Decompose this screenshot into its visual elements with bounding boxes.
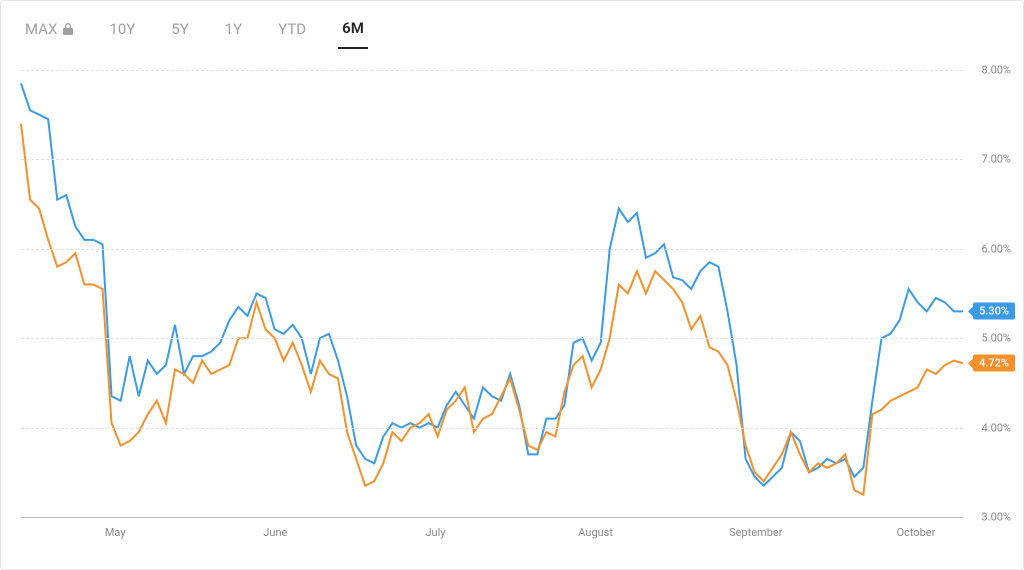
tab-label: 6M xyxy=(342,19,364,37)
y-axis-label: 4.00% xyxy=(981,421,1011,434)
y-axis-label: 7.00% xyxy=(981,153,1011,166)
gridline xyxy=(21,428,963,429)
y-axis-label: 6.00% xyxy=(981,242,1011,255)
series-end-badge-series-a: 5.30% xyxy=(973,303,1015,320)
range-tab-ytd[interactable]: YTD xyxy=(274,13,310,49)
y-axis-label: 8.00% xyxy=(981,64,1011,77)
series-line-series-a xyxy=(21,83,963,485)
series-line-series-b xyxy=(21,124,963,495)
tab-label: MAX xyxy=(25,20,57,38)
lock-icon xyxy=(63,23,73,35)
x-axis-label: October xyxy=(896,526,935,539)
tab-label: 1Y xyxy=(225,20,242,38)
tab-label: YTD xyxy=(278,20,306,38)
tab-label: 10Y xyxy=(109,20,135,38)
y-axis-label: 3.00% xyxy=(981,511,1011,524)
range-tabs: MAX 10Y 5Y 1Y YTD 6M xyxy=(1,1,1023,50)
x-axis-label: August xyxy=(578,526,613,539)
x-axis-label: September xyxy=(729,526,782,539)
range-tab-1y[interactable]: 1Y xyxy=(221,13,246,49)
x-axis-label: June xyxy=(263,526,287,539)
gridline xyxy=(21,70,963,71)
plot: 3.00%4.00%5.00%6.00%7.00%8.00%MayJuneJul… xyxy=(21,70,963,518)
y-axis-label: 5.00% xyxy=(981,332,1011,345)
chart-area: 3.00% 4.00% 5.00% 6.00% 7.00% 8.00% May June Jul… xyxy=(1,50,1023,568)
range-tab-5y[interactable]: 5Y xyxy=(167,13,192,49)
tab-label: 5Y xyxy=(171,20,188,38)
chart-container: MAX 10Y 5Y 1Y YTD 6M 3.00% 4.00% 5.00% 6.00% 7.00… xyxy=(0,0,1024,570)
gridline xyxy=(21,249,963,250)
series-end-badge-series-b: 4.72% xyxy=(973,355,1015,372)
range-tab-6m[interactable]: 6M xyxy=(338,13,368,49)
gridline xyxy=(21,338,963,339)
range-tab-10y[interactable]: 10Y xyxy=(105,13,139,49)
range-tab-max[interactable]: MAX xyxy=(21,13,77,49)
line-plot-svg xyxy=(21,70,963,517)
x-axis-label: May xyxy=(105,526,126,539)
x-axis-label: July xyxy=(425,526,445,539)
gridline xyxy=(21,159,963,160)
